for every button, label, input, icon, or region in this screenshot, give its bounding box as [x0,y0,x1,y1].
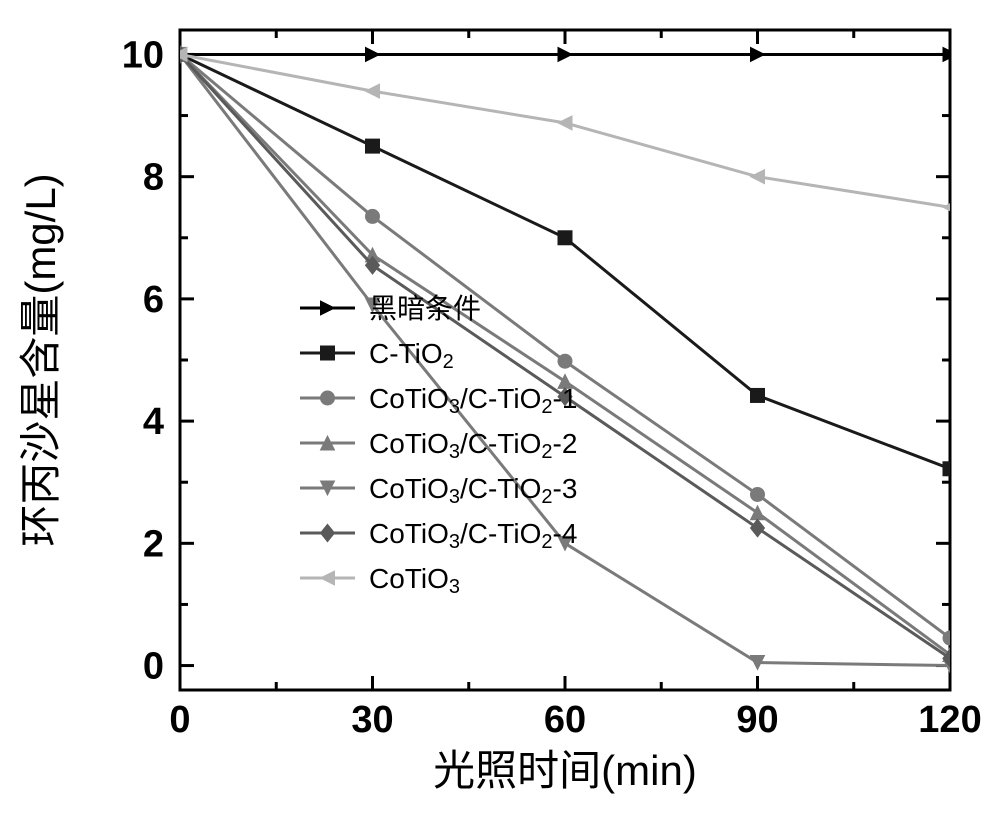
chart-container: 0 30 60 90 120 0 2 4 6 8 10 光照时间(min) 环丙沙星含量(mg/L) 黑暗… [0,0,1000,831]
svg-text:黑暗条件: 黑暗条件 [369,293,481,324]
svg-text:60: 60 [544,699,586,741]
svg-text:0: 0 [143,646,164,688]
svg-text:120: 120 [918,699,981,741]
svg-text:2: 2 [143,523,164,565]
svg-text:0: 0 [169,699,190,741]
svg-text:30: 30 [351,699,393,741]
svg-text:C-TiO2: C-TiO2 [369,338,454,373]
svg-text:光照时间(min): 光照时间(min) [433,747,697,794]
svg-text:10: 10 [122,34,164,76]
svg-text:8: 8 [143,157,164,199]
svg-text:CoTiO3: CoTiO3 [369,563,460,598]
svg-text:6: 6 [143,279,164,321]
chart-svg: 0 30 60 90 120 0 2 4 6 8 10 光照时间(min) 环丙沙星含量(mg/L) 黑暗… [0,0,1000,831]
svg-text:90: 90 [736,699,778,741]
svg-text:4: 4 [143,401,164,443]
svg-text:环丙沙星含量(mg/L): 环丙沙星含量(mg/L) [17,173,64,546]
